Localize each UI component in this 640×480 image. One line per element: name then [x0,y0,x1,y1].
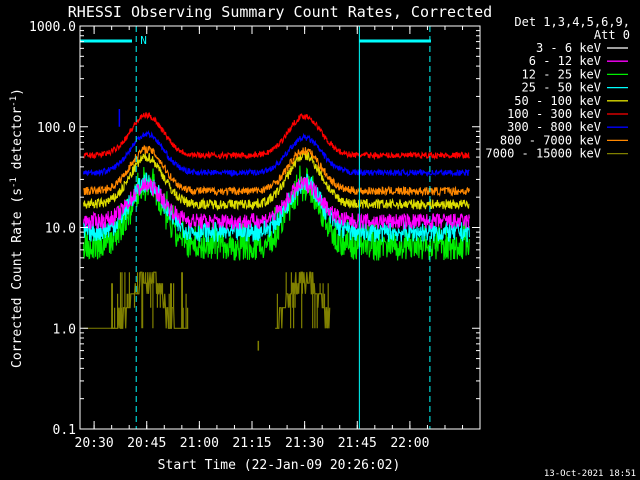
timestamp: 13-Oct-2021 18:51 [544,469,636,479]
legend-label: 100 - 300 keV [507,107,601,121]
x-tick-label: 21:45 [338,436,377,451]
series-line [83,130,470,178]
series-layer [83,109,470,351]
axis-ticks: 1000.0 100.0 10.0 1.0 0.120:30 20:45 21:00 21:1… [29,20,480,451]
y-tick-label: 1.0 [53,322,76,337]
series-line [83,144,470,197]
series-line [83,165,470,262]
series-line [83,176,470,231]
legend-label: 7000 - 15000 keV [485,147,601,161]
series-line [275,271,331,329]
legend-label: 12 - 25 keV [522,67,601,81]
legend-label: 800 - 7000 keV [500,133,601,147]
x-tick-label: 20:45 [127,436,166,451]
y-tick-label: 1000.0 [29,20,76,35]
x-tick-label: 21:15 [232,436,271,451]
legend-header-1: Det 1,3,4,5,6,9, [514,15,630,29]
series-line [83,150,470,212]
chart-title: RHESSI Observing Summary Count Rates, Co… [68,3,492,21]
series-line [110,271,189,329]
x-tick-label: 20:30 [75,436,114,451]
y-axis-label: Corrected Count Rate (s-1 detector-1) [9,88,25,368]
legend-label: 25 - 50 keV [522,81,601,95]
x-tick-label: 22:00 [390,436,429,451]
series-line [114,164,470,280]
x-tick-label: 21:00 [180,436,219,451]
legend-header-2: Att 0 [594,28,630,42]
night-label: N [140,34,147,47]
y-tick-label: 100.0 [37,121,76,136]
legend-label: 300 - 800 keV [507,120,601,134]
x-tick-label: 21:30 [285,436,324,451]
x-axis-label: Start Time (22-Jan-09 20:26:02) [158,458,401,473]
y-tick-label: 10.0 [45,222,76,237]
legend-label: 3 - 6 keV [536,41,601,55]
y-tick-label: 0.1 [53,423,76,438]
legend-label: 6 - 12 keV [529,54,601,68]
legend-label: 50 - 100 keV [514,94,601,108]
series-line [83,112,470,161]
